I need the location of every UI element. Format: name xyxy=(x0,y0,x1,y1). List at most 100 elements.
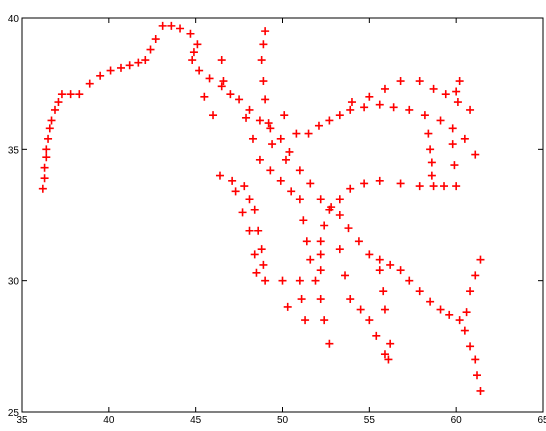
point xyxy=(245,195,254,204)
point xyxy=(354,237,363,246)
point xyxy=(158,21,167,30)
point xyxy=(255,116,264,125)
point xyxy=(386,339,395,348)
point xyxy=(200,92,209,101)
point xyxy=(471,271,480,280)
y-tick-label: 40 xyxy=(8,14,20,25)
point xyxy=(389,103,398,112)
point xyxy=(335,195,344,204)
point xyxy=(125,61,134,70)
point xyxy=(217,82,226,91)
point xyxy=(462,308,471,317)
point xyxy=(356,305,365,314)
point xyxy=(415,287,424,296)
y-tick-label: 25 xyxy=(8,408,20,419)
point xyxy=(375,266,384,275)
point xyxy=(380,84,389,93)
point xyxy=(360,179,369,188)
point xyxy=(238,208,247,217)
point xyxy=(427,171,436,180)
point xyxy=(264,119,273,128)
point xyxy=(245,105,254,114)
point xyxy=(266,124,275,133)
point xyxy=(316,295,325,304)
point xyxy=(297,295,306,304)
x-tick-label: 60 xyxy=(451,415,463,426)
point xyxy=(231,187,240,196)
point xyxy=(452,182,461,191)
point xyxy=(186,29,195,38)
point xyxy=(47,116,56,125)
point xyxy=(426,145,435,154)
point xyxy=(436,305,445,314)
point xyxy=(316,237,325,246)
point xyxy=(226,90,235,99)
point xyxy=(316,266,325,275)
point xyxy=(466,105,475,114)
point xyxy=(302,237,311,246)
point xyxy=(257,56,266,65)
point xyxy=(189,48,198,57)
point xyxy=(259,260,268,269)
point xyxy=(396,266,405,275)
point xyxy=(250,250,259,259)
point xyxy=(66,90,75,99)
point xyxy=(280,111,289,120)
point xyxy=(299,216,308,225)
x-tick-label: 40 xyxy=(103,415,115,426)
point xyxy=(429,84,438,93)
point xyxy=(375,255,384,264)
point xyxy=(415,77,424,86)
point xyxy=(380,350,389,359)
point xyxy=(316,250,325,259)
point xyxy=(466,342,475,351)
point xyxy=(344,224,353,233)
point xyxy=(448,140,457,149)
point xyxy=(141,56,150,65)
x-tick-label: 55 xyxy=(364,415,376,426)
point xyxy=(287,187,296,196)
point xyxy=(471,355,480,364)
point xyxy=(261,95,270,104)
point xyxy=(346,184,355,193)
point xyxy=(257,245,266,254)
point xyxy=(471,150,480,159)
point xyxy=(396,77,405,86)
point xyxy=(283,302,292,311)
point xyxy=(259,77,268,86)
point xyxy=(85,79,94,88)
point xyxy=(295,195,304,204)
point xyxy=(285,147,294,156)
point xyxy=(266,166,275,175)
point xyxy=(455,316,464,325)
point xyxy=(252,268,261,277)
x-tick-label: 50 xyxy=(277,415,289,426)
point xyxy=(372,331,381,340)
point xyxy=(360,103,369,112)
point xyxy=(455,77,464,86)
point xyxy=(254,226,263,235)
point xyxy=(335,211,344,219)
point xyxy=(106,66,115,75)
point xyxy=(445,310,454,319)
point xyxy=(335,245,344,254)
point xyxy=(347,98,356,107)
point xyxy=(242,113,251,122)
x-tick-label: 65 xyxy=(537,415,546,426)
point xyxy=(375,176,384,185)
point xyxy=(396,179,405,188)
point xyxy=(405,105,414,114)
point xyxy=(276,176,285,185)
point xyxy=(281,155,290,164)
point xyxy=(450,161,459,170)
point xyxy=(134,58,143,67)
point xyxy=(167,21,176,30)
x-tick-label: 35 xyxy=(16,415,28,426)
point xyxy=(295,166,304,175)
point xyxy=(365,316,374,325)
point xyxy=(176,24,185,33)
point xyxy=(248,134,257,143)
point xyxy=(441,90,450,99)
point xyxy=(429,182,438,191)
